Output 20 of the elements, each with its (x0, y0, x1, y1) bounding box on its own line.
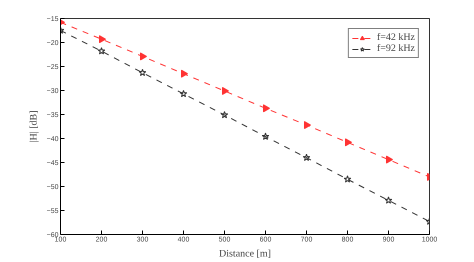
legend-label: f=92 kHz (376, 43, 415, 54)
legend-label: f=42 kHz (376, 32, 415, 43)
point (98, 35, 106, 44)
point (138, 68, 146, 76)
point (220, 110, 228, 118)
point (262, 132, 270, 140)
point (262, 104, 270, 112)
point (344, 175, 352, 183)
point (222, 86, 230, 95)
point (302, 154, 310, 162)
point (304, 121, 312, 130)
x-axis-title: Distance [m] (219, 248, 271, 260)
point (386, 156, 394, 164)
point (384, 196, 392, 204)
point (180, 90, 188, 98)
y-axis-title: |H| [dB] (28, 110, 40, 143)
point (98, 47, 106, 54)
point (344, 138, 352, 146)
point (180, 70, 188, 78)
point (140, 52, 148, 60)
